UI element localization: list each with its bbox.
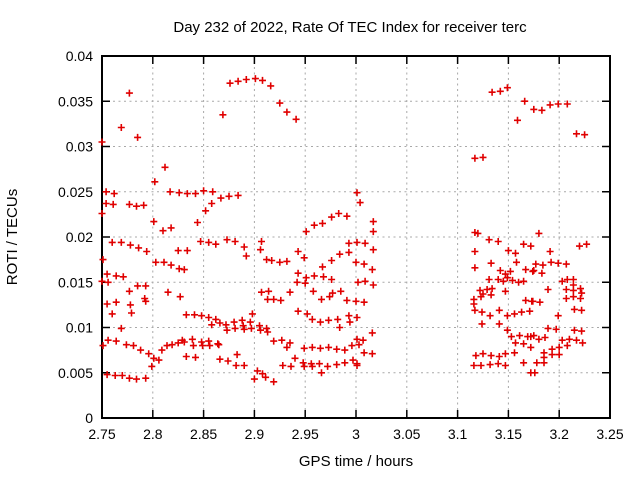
y-tick-label: 0.035 bbox=[58, 93, 93, 109]
y-tick-label: 0.015 bbox=[58, 274, 93, 290]
y-tick-label: 0.01 bbox=[66, 320, 93, 336]
y-axis-label: ROTI / TECUs bbox=[4, 189, 21, 285]
x-tick-label: 2.85 bbox=[190, 426, 217, 442]
y-tick-label: 0 bbox=[85, 410, 93, 426]
x-tick-label: 3.2 bbox=[549, 426, 569, 442]
chart-title: Day 232 of 2022, Rate Of TEC Index for r… bbox=[173, 19, 527, 36]
x-tick-label: 3.05 bbox=[393, 426, 420, 442]
x-axis-label: GPS time / hours bbox=[299, 453, 413, 470]
x-tick-label: 3.1 bbox=[448, 426, 468, 442]
y-tick-label: 0.04 bbox=[66, 48, 93, 64]
x-tick-label: 3.25 bbox=[596, 426, 623, 442]
y-tick-label: 0.03 bbox=[66, 139, 93, 155]
x-tick-label: 3 bbox=[352, 426, 360, 442]
x-tick-label: 3.15 bbox=[495, 426, 522, 442]
x-tick-label: 2.9 bbox=[245, 426, 265, 442]
y-tick-label: 0.02 bbox=[66, 229, 93, 245]
tick-labels: 2.75 2.8 2.85 2.9 2.95 3 3.05 3.1 3.15 3.2 3.25 0 0.… bbox=[58, 48, 624, 442]
y-tick-label: 0.025 bbox=[58, 184, 93, 200]
plot-border bbox=[101, 55, 611, 419]
x-tick-label: 2.8 bbox=[143, 426, 163, 442]
y-tick-label: 0.005 bbox=[58, 365, 93, 381]
x-tick-label: 2.95 bbox=[292, 426, 319, 442]
data-points bbox=[98, 75, 591, 386]
x-tick-label: 2.75 bbox=[88, 426, 115, 442]
scatter-points bbox=[98, 75, 591, 386]
